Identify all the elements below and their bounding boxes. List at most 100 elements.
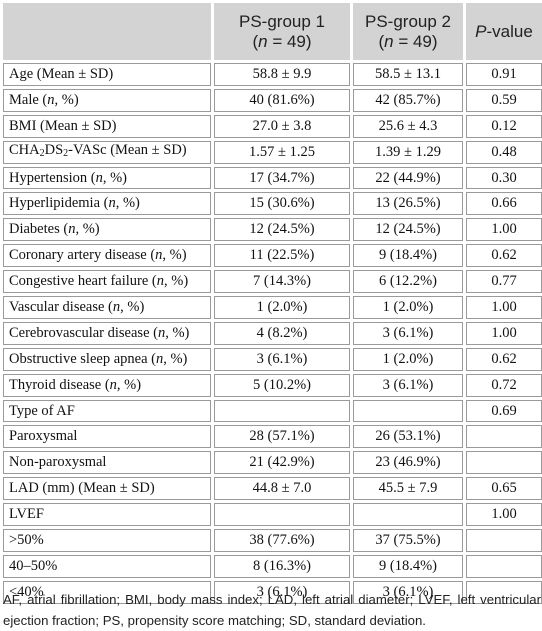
ps-group-2-value: 1.39 ± 1.29 bbox=[353, 140, 463, 164]
header-ps-group-1-count: = 49) bbox=[267, 31, 312, 51]
row-label: <40% bbox=[3, 580, 211, 604]
ps-group-1-value: 40 (81.6%) bbox=[214, 88, 350, 112]
row-label: LAD (mm) (Mean ± SD) bbox=[3, 477, 211, 501]
ps-group-2-value: 9 (18.4%) bbox=[353, 554, 463, 578]
ps-group-2-value: 6 (12.2%) bbox=[353, 270, 463, 294]
p-value bbox=[466, 451, 542, 475]
row-label: Hyperlipidemia (n, %) bbox=[3, 192, 211, 216]
ps-group-1-value: 21 (42.9%) bbox=[214, 451, 350, 475]
row-label: BMI (Mean ± SD) bbox=[3, 114, 211, 138]
row-label: 40–50% bbox=[3, 554, 211, 578]
ps-group-2-value bbox=[353, 503, 463, 527]
row-label: Diabetes (n, %) bbox=[3, 218, 211, 242]
p-value: 1.00 bbox=[466, 321, 542, 345]
table-row: BMI (Mean ± SD) 27.0 ± 3.8 25.6 ± 4.3 0.12 bbox=[3, 114, 542, 138]
p-value: 1.00 bbox=[466, 503, 542, 527]
header-ps-group-1: PS-group 1 (n = 49) bbox=[214, 3, 350, 60]
p-value: 0.65 bbox=[466, 477, 542, 501]
ps-group-1-value: 1 (2.0%) bbox=[214, 296, 350, 319]
p-value: 0.66 bbox=[466, 192, 542, 216]
ps-group-2-value: 3 (6.1%) bbox=[353, 373, 463, 397]
header-ps-group-2-title: PS-group 2 bbox=[365, 11, 451, 31]
row-label: Coronary artery disease (n, %) bbox=[3, 244, 211, 268]
row-label: Vascular disease (n, %) bbox=[3, 296, 211, 319]
table-row: CHA2DS2-VASc (Mean ± SD) 1.57 ± 1.25 1.39 … bbox=[3, 140, 542, 164]
ps-group-2-value bbox=[353, 399, 463, 423]
ps-group-2-value: 58.5 ± 13.1 bbox=[353, 63, 463, 86]
table-row: Age (Mean ± SD) 58.8 ± 9.9 58.5 ± 13.1 0.91 bbox=[3, 63, 542, 86]
ps-group-1-value bbox=[214, 503, 350, 527]
table-row: Vascular disease (n, %) 1 (2.0%) 1 (2.0%) 1… bbox=[3, 296, 542, 319]
table-row: Obstructive sleep apnea (n, %) 3 (6.1%) 1 … bbox=[3, 347, 542, 371]
row-label: >50% bbox=[3, 529, 211, 552]
table-row: Coronary artery disease (n, %) 11 (22.5%)… bbox=[3, 244, 542, 268]
p-value: 0.77 bbox=[466, 270, 542, 294]
p-value: 0.59 bbox=[466, 88, 542, 112]
ps-group-2-value: 9 (18.4%) bbox=[353, 244, 463, 268]
ps-group-2-value: 1 (2.0%) bbox=[353, 296, 463, 319]
ps-group-1-value bbox=[214, 399, 350, 423]
p-value: 0.72 bbox=[466, 373, 542, 397]
header-p-rest: -value bbox=[486, 21, 533, 41]
header-p-letter: P bbox=[475, 21, 487, 41]
ps-group-1-value: 27.0 ± 3.8 bbox=[214, 114, 350, 138]
p-value: 1.00 bbox=[466, 218, 542, 242]
ps-group-1-value: 8 (16.3%) bbox=[214, 554, 350, 578]
ps-group-2-value: 26 (53.1%) bbox=[353, 425, 463, 449]
header-ps-group-1-n: n bbox=[258, 31, 268, 51]
ps-group-1-value: 3 (6.1%) bbox=[214, 580, 350, 604]
ps-group-2-value: 45.5 ± 7.9 bbox=[353, 477, 463, 501]
p-value: 0.62 bbox=[466, 244, 542, 268]
ps-group-2-value: 25.6 ± 4.3 bbox=[353, 114, 463, 138]
ps-group-1-value: 17 (34.7%) bbox=[214, 166, 350, 190]
row-label: Thyroid disease (n, %) bbox=[3, 373, 211, 397]
row-label: Age (Mean ± SD) bbox=[3, 63, 211, 86]
ps-group-2-value: 1 (2.0%) bbox=[353, 347, 463, 371]
ps-group-2-value: 37 (75.5%) bbox=[353, 529, 463, 552]
ps-group-2-value: 3 (6.1%) bbox=[353, 321, 463, 345]
table-row: <40% 3 (6.1%) 3 (6.1%) bbox=[3, 580, 542, 604]
ps-group-1-value: 4 (8.2%) bbox=[214, 321, 350, 345]
table-footnote: AF, atrial fibrillation; BMI, body mass … bbox=[3, 592, 541, 628]
ps-group-1-value: 38 (77.6%) bbox=[214, 529, 350, 552]
p-value: 0.91 bbox=[466, 63, 542, 86]
row-label: CHA2DS2-VASc (Mean ± SD) bbox=[3, 140, 211, 164]
ps-group-1-value: 11 (22.5%) bbox=[214, 244, 350, 268]
row-label: Obstructive sleep apnea (n, %) bbox=[3, 347, 211, 371]
ps-group-2-value: 3 (6.1%) bbox=[353, 580, 463, 604]
header-empty-cell bbox=[3, 3, 211, 60]
ps-group-1-value: 3 (6.1%) bbox=[214, 347, 350, 371]
table-row: Hyperlipidemia (n, %) 15 (30.6%) 13 (26.5%… bbox=[3, 192, 542, 216]
p-value: 0.48 bbox=[466, 140, 542, 164]
row-label: Male (n, %) bbox=[3, 88, 211, 112]
table-row: Diabetes (n, %) 12 (24.5%) 12 (24.5%) 1.00 bbox=[3, 218, 542, 242]
row-label: Non-paroxysmal bbox=[3, 451, 211, 475]
table-row: >50% 38 (77.6%) 37 (75.5%) bbox=[3, 529, 542, 552]
ps-group-2-value: 42 (85.7%) bbox=[353, 88, 463, 112]
table-row: Male (n, %) 40 (81.6%) 42 (85.7%) 0.59 bbox=[3, 88, 542, 112]
ps-group-2-value: 12 (24.5%) bbox=[353, 218, 463, 242]
ps-group-1-value: 1.57 ± 1.25 bbox=[214, 140, 350, 164]
row-label: Congestive heart failure (n, %) bbox=[3, 270, 211, 294]
row-label: LVEF bbox=[3, 503, 211, 527]
p-value: 0.12 bbox=[466, 114, 542, 138]
ps-group-2-value: 22 (44.9%) bbox=[353, 166, 463, 190]
ps-group-1-value: 15 (30.6%) bbox=[214, 192, 350, 216]
ps-group-2-value: 23 (46.9%) bbox=[353, 451, 463, 475]
ps-group-1-value: 7 (14.3%) bbox=[214, 270, 350, 294]
ps-group-1-value: 58.8 ± 9.9 bbox=[214, 63, 350, 86]
table-container: PS-group 1 (n = 49) PS-group 2 (n = 49) P-… bbox=[3, 3, 542, 604]
table-row: LVEF 1.00 bbox=[3, 503, 542, 527]
p-value: 0.30 bbox=[466, 166, 542, 190]
table-body: Age (Mean ± SD) 58.8 ± 9.9 58.5 ± 13.1 0.91… bbox=[3, 63, 542, 604]
row-label: Cerebrovascular disease (n, %) bbox=[3, 321, 211, 345]
header-ps-group-2-count: = 49) bbox=[393, 31, 438, 51]
baseline-characteristics-table: PS-group 1 (n = 49) PS-group 2 (n = 49) P-… bbox=[3, 3, 542, 604]
p-value bbox=[466, 554, 542, 578]
table-row: Congestive heart failure (n, %) 7 (14.3%)… bbox=[3, 270, 542, 294]
ps-group-1-value: 12 (24.5%) bbox=[214, 218, 350, 242]
ps-group-1-value: 44.8 ± 7.0 bbox=[214, 477, 350, 501]
row-label: Type of AF bbox=[3, 399, 211, 423]
p-value bbox=[466, 425, 542, 449]
row-label: Paroxysmal bbox=[3, 425, 211, 449]
